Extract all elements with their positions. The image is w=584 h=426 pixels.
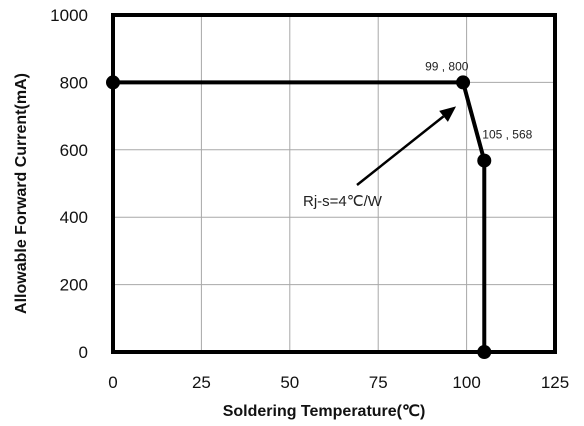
x-tick-label: 125 xyxy=(541,373,569,392)
annotation-arrow xyxy=(356,115,445,186)
y-tick-labels: 0 200 400 600 800 1000 xyxy=(50,6,88,362)
plot-frame xyxy=(111,13,557,354)
y-tick-label: 200 xyxy=(60,276,88,295)
y-tick-label: 800 xyxy=(60,73,88,92)
y-tick-label: 1000 xyxy=(50,6,88,25)
data-point xyxy=(456,75,471,90)
data-point xyxy=(477,153,492,168)
y-tick-label: 600 xyxy=(60,141,88,160)
point-labels: 99 , 800 105 , 568 xyxy=(425,59,533,141)
x-tick-labels: 0 25 50 75 100 125 xyxy=(108,373,569,392)
y-tick-label: 0 xyxy=(79,343,88,362)
x-tick-label: 0 xyxy=(108,373,117,392)
x-tick-label: 75 xyxy=(369,373,388,392)
grid-lines xyxy=(112,14,556,353)
annotation-arrowhead xyxy=(439,106,457,122)
x-tick-label: 100 xyxy=(452,373,480,392)
y-tick-label: 400 xyxy=(60,208,88,227)
annotation-text: Rj-s=4℃/W xyxy=(303,193,383,210)
series-line xyxy=(113,80,487,352)
x-tick-label: 25 xyxy=(192,373,211,392)
series-path xyxy=(113,80,487,352)
annotation: Rj-s=4℃/W xyxy=(303,106,457,210)
x-tick-label: 50 xyxy=(280,373,299,392)
point-label: 99 , 800 xyxy=(425,59,469,73)
y-axis-title: Allowable Forward Current(mA) xyxy=(13,73,30,314)
point-label: 105 , 568 xyxy=(482,128,532,142)
x-axis-title: Soldering Temperature(℃) xyxy=(223,403,426,420)
